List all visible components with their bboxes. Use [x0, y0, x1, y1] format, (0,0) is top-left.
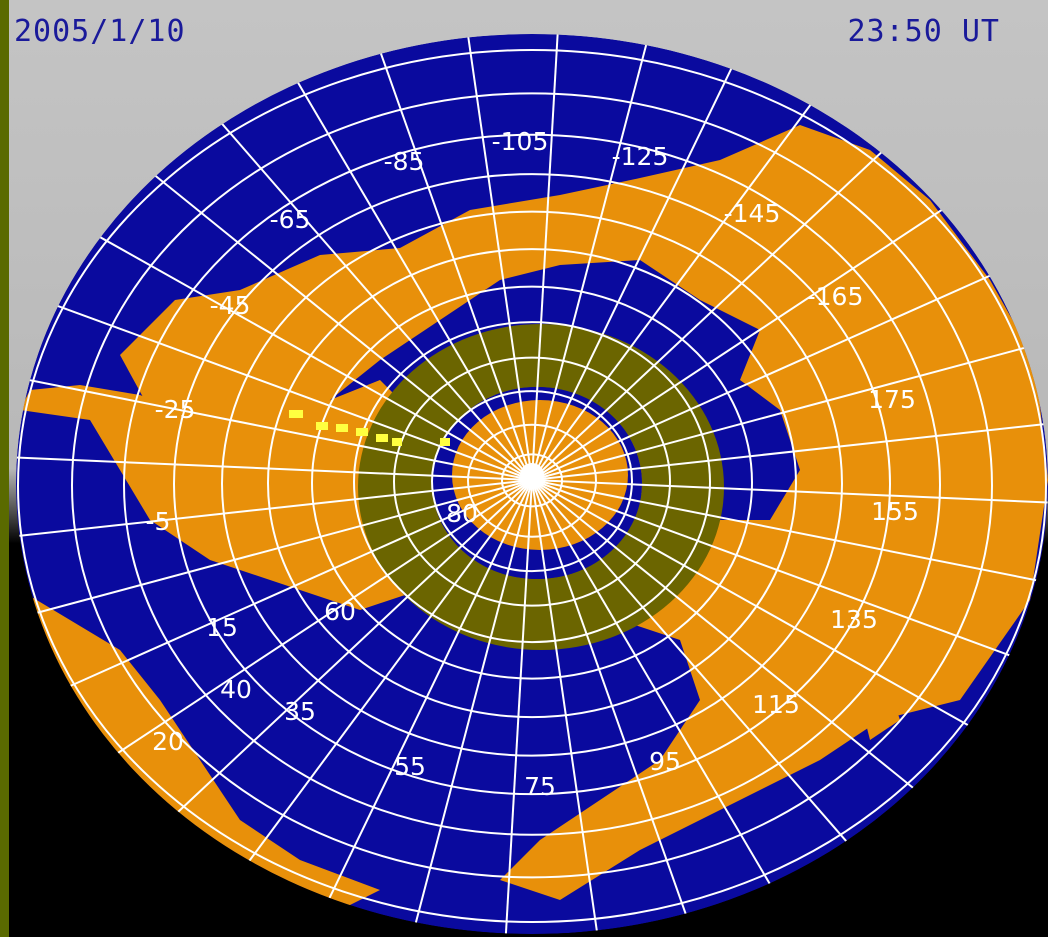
meridian-line	[531, 264, 1013, 481]
latitude-ring	[173, 173, 891, 796]
latitude-ring	[431, 390, 633, 573]
meridian-line	[51, 479, 533, 696]
meridian-line	[16, 455, 533, 481]
longitude-label: -25	[155, 395, 196, 424]
meridian-line	[238, 479, 533, 876]
meridian-line	[135, 159, 533, 481]
latitude-ring	[123, 133, 941, 836]
meridian-line	[531, 479, 601, 934]
meridian-line	[531, 479, 780, 899]
longitude-label: -145	[724, 199, 781, 228]
longitude-label: 35	[284, 697, 316, 726]
meridian-line	[531, 479, 1048, 586]
meridian-line	[531, 34, 560, 481]
latitude-ring	[71, 92, 993, 879]
longitude-label: 155	[871, 497, 919, 526]
meridian-line	[531, 479, 1030, 664]
latitude-ring	[267, 248, 797, 719]
meridian-line	[504, 479, 533, 934]
observation-markers	[289, 410, 450, 446]
longitude-label: 55	[394, 752, 426, 781]
longitude-label: -5	[146, 507, 171, 536]
longitude-label: 175	[868, 385, 916, 414]
meridian-line	[77, 224, 533, 481]
date-label: 2005/1/10	[14, 14, 186, 49]
longitude-label: -85	[384, 147, 425, 176]
meridian-line	[463, 34, 533, 481]
latitude-label: 60	[324, 597, 356, 626]
meridian-line	[531, 479, 859, 856]
meridian-line	[321, 479, 533, 914]
latitude-ring	[221, 210, 843, 757]
latitude-ring	[311, 285, 753, 680]
latitude-ring	[353, 321, 711, 644]
meridian-line	[16, 374, 533, 481]
pole-marker	[520, 463, 544, 487]
longitude-label: 135	[830, 605, 878, 634]
meridian-line	[100, 479, 533, 765]
auroral-oval	[358, 324, 724, 650]
latitude-label: 80	[446, 499, 478, 528]
frame-left-edge	[0, 0, 9, 937]
longitude-label: -165	[807, 282, 864, 311]
longitude-label: 75	[524, 772, 556, 801]
meridian-line	[16, 479, 533, 540]
longitude-label: -125	[612, 142, 669, 171]
meridian-line	[531, 479, 987, 736]
longitude-label: -65	[270, 205, 311, 234]
grid-labels: -105 -125 -145 -165 175 155 135 115 95 75 55 35 15 -5…	[146, 127, 919, 801]
latitude-ring	[467, 423, 597, 538]
meridian-line	[16, 479, 533, 620]
meridian-line	[531, 479, 693, 930]
longitude-label: 15	[206, 613, 238, 642]
meridian-line	[531, 195, 964, 481]
meridian-line	[531, 340, 1048, 481]
meridian-line	[371, 34, 533, 481]
latitude-label: 20	[152, 727, 184, 756]
meridian-line	[410, 479, 533, 934]
meridian-line	[34, 296, 533, 481]
latitude-ring	[393, 356, 671, 607]
meridian-line	[284, 61, 533, 481]
meridian-line	[163, 479, 533, 826]
meridian-line	[531, 46, 743, 481]
time-label: 23:50 UT	[847, 14, 1000, 49]
meridian-line	[531, 34, 654, 481]
longitude-label: 115	[752, 690, 800, 719]
latitude-ring	[17, 49, 1047, 923]
meridian-line	[531, 479, 1048, 505]
meridian-line	[531, 84, 826, 481]
meridian-line	[531, 134, 901, 481]
meridian-line	[531, 420, 1048, 481]
meridian-line	[205, 104, 533, 481]
graticule	[16, 34, 1048, 934]
longitude-label: -105	[492, 127, 549, 156]
latitude-label: 40	[220, 675, 252, 704]
meridian-line	[531, 479, 929, 801]
longitude-label: -45	[210, 291, 251, 320]
longitude-label: 95	[649, 747, 681, 776]
